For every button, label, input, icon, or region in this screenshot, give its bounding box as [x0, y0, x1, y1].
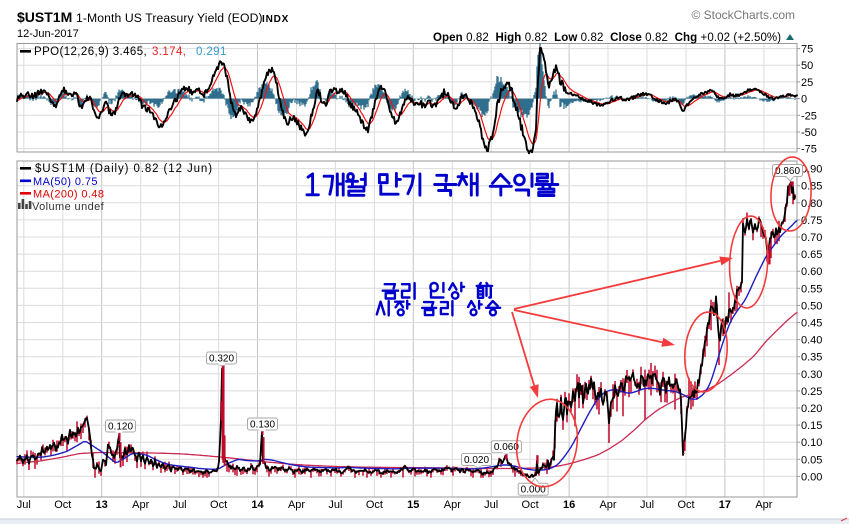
svg-text:0.40: 0.40	[801, 335, 822, 347]
svg-text:14: 14	[251, 499, 264, 511]
svg-text:Jul: Jul	[328, 499, 342, 511]
svg-text:0.860: 0.860	[775, 166, 800, 177]
svg-text:Jul: Jul	[640, 499, 654, 511]
svg-text:0.30: 0.30	[801, 369, 822, 381]
svg-text:Oct: Oct	[677, 499, 694, 511]
svg-text:Jul: Jul	[484, 499, 498, 511]
svg-text:0.20: 0.20	[801, 403, 822, 415]
svg-text:-75: -75	[801, 144, 817, 156]
svg-text:12-Jun-2017: 12-Jun-2017	[17, 28, 79, 40]
svg-text:0.45: 0.45	[801, 318, 822, 330]
svg-text:0.25: 0.25	[801, 386, 822, 398]
svg-text:Oct: Oct	[522, 499, 539, 511]
svg-text:0.10: 0.10	[801, 437, 822, 449]
svg-text:0.320: 0.320	[209, 354, 234, 365]
svg-text:Apr: Apr	[288, 499, 305, 511]
svg-text:15: 15	[407, 499, 419, 511]
svg-text:0.000: 0.000	[521, 485, 546, 496]
svg-text:0.00: 0.00	[801, 471, 822, 483]
svg-text:-25: -25	[801, 110, 817, 122]
svg-text:Volume undef: Volume undef	[32, 201, 105, 213]
svg-text:0.120: 0.120	[108, 422, 133, 433]
svg-text:0.80: 0.80	[801, 198, 822, 210]
svg-text:16: 16	[563, 499, 575, 511]
svg-text:Open 0.82 High 0.82 Low 0.82: Open 0.82 High 0.82 Low 0.82 Close 0.82 …	[433, 32, 781, 44]
svg-text:Apr: Apr	[755, 499, 772, 511]
svg-text:0.65: 0.65	[801, 249, 822, 261]
svg-text:0.130: 0.130	[250, 420, 275, 431]
svg-text:Jul: Jul	[173, 499, 187, 511]
svg-text:Oct: Oct	[366, 499, 383, 511]
svg-text:0.35: 0.35	[801, 352, 822, 364]
svg-text:0.060: 0.060	[494, 442, 519, 453]
svg-text:0.70: 0.70	[801, 232, 822, 244]
svg-text:Apr: Apr	[444, 499, 461, 511]
svg-text:PPO(12,26,9) 3.465,: PPO(12,26,9) 3.465,	[34, 46, 147, 58]
svg-text:1-Month US Treasury Yield (EOD: 1-Month US Treasury Yield (EOD)	[76, 11, 263, 25]
svg-text:MA(200) 0.48: MA(200) 0.48	[33, 189, 104, 201]
svg-text:$UST1M (Daily) 0.82 (12 Jun): $UST1M (Daily) 0.82 (12 Jun)	[35, 163, 213, 175]
svg-text:Oct: Oct	[210, 499, 227, 511]
svg-text:0: 0	[801, 94, 807, 106]
svg-text:0.15: 0.15	[801, 420, 822, 432]
svg-text:17: 17	[719, 499, 731, 511]
svg-text:-50: -50	[801, 127, 817, 139]
svg-text:50: 50	[801, 60, 813, 72]
svg-text:$UST1M: $UST1M	[17, 9, 72, 25]
svg-text:0.50: 0.50	[801, 300, 822, 312]
svg-text:0.291: 0.291	[196, 46, 227, 58]
svg-text:Oct: Oct	[54, 499, 71, 511]
svg-text:Jul: Jul	[17, 499, 31, 511]
svg-text:Apr: Apr	[132, 499, 149, 511]
svg-text:MA(50) 0.75: MA(50) 0.75	[33, 176, 98, 188]
svg-text:0.05: 0.05	[801, 454, 822, 466]
svg-text:3.174,: 3.174,	[152, 46, 186, 58]
svg-text:Apr: Apr	[599, 499, 616, 511]
svg-text:0.60: 0.60	[801, 266, 822, 278]
svg-text:0.75: 0.75	[801, 215, 822, 227]
svg-text:13: 13	[96, 499, 108, 511]
svg-text:0.55: 0.55	[801, 283, 822, 295]
svg-text:© StockCharts.com: © StockCharts.com	[691, 8, 795, 22]
svg-text:INDX: INDX	[262, 14, 289, 25]
svg-text:0.020: 0.020	[464, 455, 489, 466]
svg-text:25: 25	[801, 77, 813, 89]
svg-text:75: 75	[801, 44, 813, 56]
